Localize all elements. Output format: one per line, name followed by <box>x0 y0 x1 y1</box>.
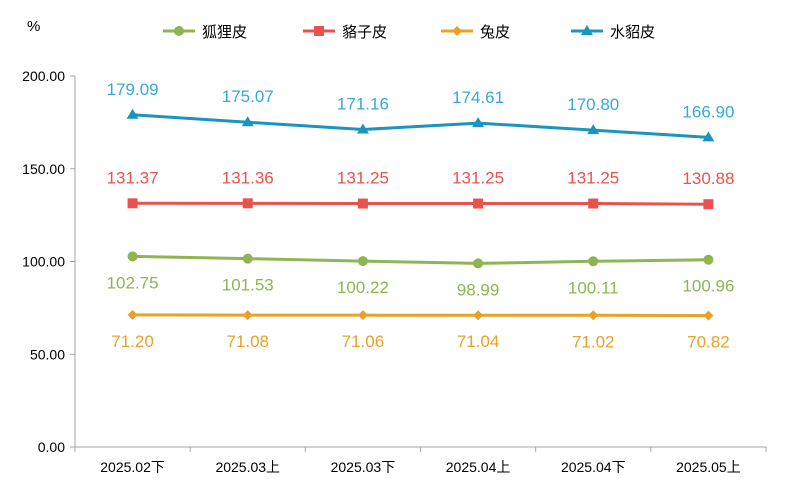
data-point <box>127 198 138 209</box>
legend-label: 狐狸皮 <box>202 24 247 41</box>
series <box>127 198 714 210</box>
y-tick-label: 150.00 <box>22 161 65 177</box>
series-line <box>132 113 709 139</box>
data-label: 71.08 <box>226 332 269 351</box>
data-point <box>588 256 599 267</box>
legend-marker <box>314 26 324 36</box>
data-label: 131.25 <box>337 169 389 188</box>
data-label: 98.99 <box>457 280 500 299</box>
data-label: 100.96 <box>682 277 734 296</box>
data-label: 71.20 <box>111 332 154 351</box>
y-tick-label: 50.00 <box>30 346 65 362</box>
data-label: 71.02 <box>572 332 615 351</box>
data-point <box>356 123 369 134</box>
data-label: 175.07 <box>222 87 274 106</box>
x-tick-label: 2025.03下 <box>331 459 396 475</box>
data-label: 170.80 <box>567 95 619 114</box>
data-point <box>242 253 253 264</box>
data-point <box>703 254 714 265</box>
data-point <box>357 256 368 267</box>
data-label: 71.04 <box>457 332 500 351</box>
series <box>126 108 715 142</box>
data-label: 171.16 <box>337 94 389 113</box>
series <box>127 309 714 321</box>
axes: 0.00 50.00 100.00 150.00 200.00 2025.02下 2025.… <box>22 68 767 475</box>
legend-item: 貉子皮 <box>303 24 387 41</box>
legend: 狐狸皮 貉子皮 兔皮 水貂皮 <box>163 24 655 41</box>
series-line <box>132 254 709 265</box>
x-tick-label: 2025.04下 <box>561 459 626 475</box>
x-tick-label: 2025.04上 <box>446 459 511 475</box>
data-labels: 102.75 101.53 100.22 98.99 100.11 100.96 131.3… <box>107 80 735 352</box>
data-label: 102.75 <box>107 273 159 292</box>
data-point <box>473 310 484 321</box>
x-tick-label: 2025.05上 <box>676 459 741 475</box>
data-point <box>242 198 253 209</box>
data-label: 101.53 <box>222 276 274 295</box>
legend-item: 狐狸皮 <box>163 24 247 41</box>
data-label: 166.90 <box>682 102 734 121</box>
x-tick-label: 2025.02下 <box>100 459 165 475</box>
series-line <box>132 313 709 318</box>
data-point <box>127 309 138 320</box>
legend-label: 兔皮 <box>480 24 510 41</box>
data-point <box>242 310 253 321</box>
data-point <box>588 198 599 209</box>
series <box>127 251 714 269</box>
data-point <box>587 124 600 135</box>
legend-item: 兔皮 <box>441 24 510 41</box>
data-label: 131.36 <box>222 168 274 187</box>
data-point <box>241 116 254 127</box>
data-label: 100.11 <box>568 278 619 297</box>
data-point <box>472 117 485 128</box>
y-tick-label: 0.00 <box>38 439 65 455</box>
data-label: 131.25 <box>452 169 504 188</box>
legend-label: 水貂皮 <box>610 24 655 41</box>
data-point <box>473 258 484 269</box>
data-point <box>357 310 368 321</box>
data-point <box>703 310 714 321</box>
data-label: 130.88 <box>682 169 734 188</box>
x-tick-label: 2025.03上 <box>215 459 280 475</box>
data-point <box>702 131 715 142</box>
series-layer <box>126 108 715 321</box>
data-label: 131.37 <box>107 168 159 187</box>
data-point <box>357 198 368 209</box>
data-label: 131.25 <box>567 169 619 188</box>
legend-marker <box>581 25 593 35</box>
data-point <box>127 251 138 262</box>
y-tick-label: 100.00 <box>22 254 65 270</box>
legend-label: 貉子皮 <box>342 24 387 41</box>
data-label: 71.06 <box>342 332 385 351</box>
data-point <box>126 108 139 119</box>
data-label: 100.22 <box>337 278 389 297</box>
data-label: 70.82 <box>687 333 730 352</box>
data-label: 174.61 <box>452 88 504 107</box>
data-point <box>703 199 714 210</box>
unit-label: % <box>27 18 40 35</box>
legend-marker <box>452 26 462 36</box>
data-point <box>588 310 599 321</box>
legend-item: 水貂皮 <box>571 24 655 41</box>
y-tick-label: 200.00 <box>22 68 65 84</box>
legend-marker <box>174 26 184 36</box>
data-label: 179.09 <box>107 80 159 99</box>
series-line <box>132 201 709 206</box>
data-point <box>473 198 484 209</box>
